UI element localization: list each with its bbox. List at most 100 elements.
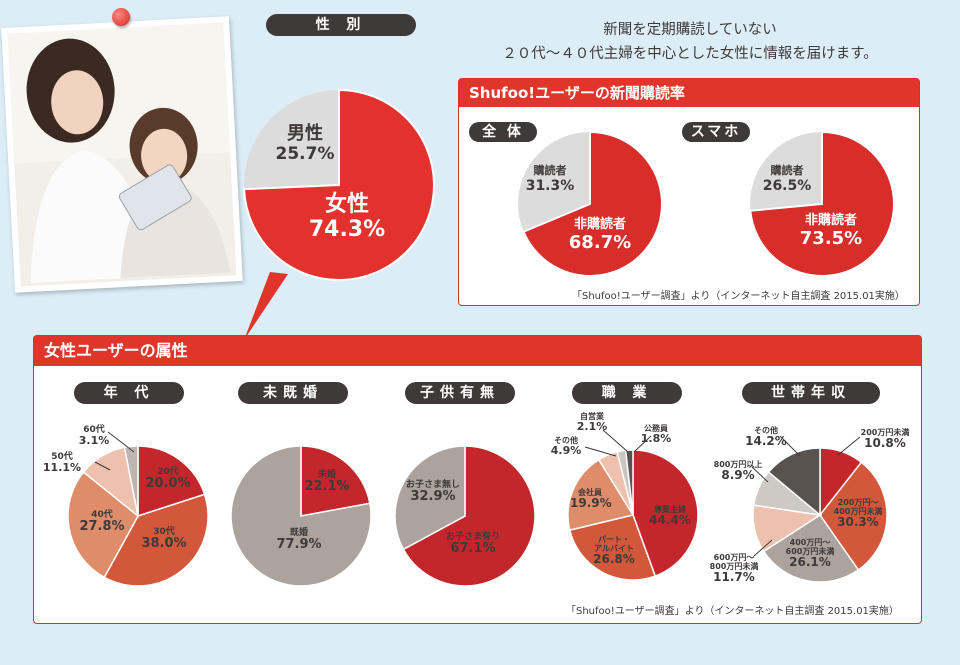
header-line1: 新聞を定期購読していない (603, 22, 777, 38)
all-non-label: 非購読者 (573, 217, 626, 232)
children-no-group: お子さま無し 32.9% (400, 480, 466, 505)
header-line2: ２０代～４０代主婦を中心とした女性に情報を届けます。 (502, 46, 878, 62)
age-60-value: 3.1% (78, 434, 110, 448)
job-civil-value: 1.8% (640, 432, 672, 446)
all-reader-label: 購読者 (533, 164, 567, 177)
children-no-label: お子さま無し (405, 480, 460, 490)
pie-slice-non-reader (522, 130, 664, 277)
income-title: 世帯年収 (742, 382, 880, 404)
age-20-group: 20代 20.0% (144, 467, 192, 492)
age-30-value: 38.0% (141, 536, 187, 552)
pie-slice-2 (819, 461, 888, 571)
pie-slice-non-reader (749, 130, 895, 277)
sp-title: スマホ (682, 122, 750, 142)
income-b400-group: 400万円～ 600万円未満 26.1% (778, 538, 842, 570)
age-30-label: 30代 (153, 527, 175, 537)
income-u200-label: 200万円未満 (860, 428, 910, 437)
income-b200-group: 200万円～ 400万円未満 30.3% (826, 498, 890, 530)
subscription-all-pie (518, 130, 664, 277)
male-value: 25.7% (275, 143, 335, 164)
income-other-group: その他 14.2% (740, 426, 792, 449)
pie-slice-3 (567, 458, 635, 531)
children-title: 子供有無 (405, 382, 515, 404)
sp-non-value: 73.5% (799, 227, 863, 249)
pie-slice-2 (103, 493, 209, 587)
age-title: 年 代 (74, 382, 184, 404)
age-pie (67, 445, 209, 587)
job-self-label: 自営業 (580, 412, 604, 421)
income-b200-label1: 200万円～ (837, 498, 879, 507)
income-o800-value: 8.9% (721, 468, 755, 483)
pie-slice-2 (394, 445, 466, 551)
mother-daughter-illustration (7, 22, 237, 287)
marital-title: 未既婚 (238, 382, 348, 404)
age-40-label: 40代 (91, 510, 113, 520)
marital-married-value: 77.9% (276, 537, 322, 553)
subscription-note: 「Shufoo!ユーザー調査」より（インターネット自主調査 2015.01実施） (572, 291, 905, 302)
male-label-group: 男性 25.7% (265, 123, 345, 164)
gender-pie (243, 88, 435, 281)
marital-single-value: 22.1% (304, 479, 350, 495)
children-yes-group: お子さま有り 67.1% (440, 532, 506, 557)
children-no-value: 32.9% (410, 489, 456, 505)
income-b400-label1: 400万円～ (789, 538, 831, 547)
income-other-label: その他 (754, 426, 778, 435)
pie-slice-1 (632, 449, 699, 578)
income-b400-value: 26.1% (789, 555, 831, 570)
income-other-value: 14.2% (745, 434, 787, 449)
job-civil-group: 公務員 1.8% (636, 424, 676, 446)
job-other-label: その他 (554, 436, 578, 445)
pie-slice-1 (137, 445, 206, 518)
marital-married-label: 既婚 (289, 528, 308, 538)
job-part-group: パート・ アルバイト 26.8% (586, 535, 642, 567)
children-pie (394, 445, 536, 587)
marital-pie (230, 445, 372, 587)
income-o800-group: 800万円以上 8.9% (706, 460, 770, 483)
pie-slice-2 (230, 445, 372, 587)
hero-photo (1, 16, 243, 293)
income-b600-label2: 800万円未満 (709, 562, 759, 572)
sp-non-group: 非購読者 73.5% (786, 213, 876, 250)
age-60-group: 60代 3.1% (74, 425, 114, 448)
income-b200-label2: 400万円未満 (833, 507, 883, 517)
job-office-value: 19.9% (570, 496, 612, 511)
all-reader-value: 31.3% (525, 177, 575, 194)
job-house-label: 専業主婦 (654, 505, 686, 514)
pie-slice-1 (300, 445, 371, 517)
job-title: 職 業 (572, 382, 682, 404)
marital-single-group: 未婚 22.1% (302, 470, 352, 495)
job-civil-label: 公務員 (644, 424, 668, 433)
age-60-label: 60代 (83, 425, 105, 435)
job-part-label2: アルバイト (594, 544, 634, 554)
job-house-value: 44.4% (649, 513, 691, 528)
job-office-label: 会社員 (578, 488, 602, 497)
male-label: 男性 (287, 123, 323, 144)
income-b600-group: 600万円～ 800万円未満 11.7% (702, 553, 766, 585)
subscription-sp-pie (749, 130, 895, 277)
sp-reader-group: 購読者 26.5% (762, 164, 812, 194)
pie-slice-3 (762, 513, 860, 583)
job-other-group: その他 4.9% (544, 436, 588, 458)
age-50-group: 50代 11.1% (40, 452, 84, 475)
job-office-group: 会社員 19.9% (570, 488, 612, 511)
job-part-value: 26.8% (593, 552, 635, 567)
attributes-note: 「Shufoo!ユーザー調査」より（インターネット自主調査 2015.01実施） (566, 606, 899, 617)
age-50-value: 11.1% (42, 461, 82, 475)
sp-reader-value: 26.5% (762, 177, 812, 194)
income-b200-value: 30.3% (837, 515, 879, 530)
sp-reader-label: 購読者 (770, 164, 804, 177)
header-text: 新聞を定期購読していない ２０代～４０代主婦を中心とした女性に情報を届けます。 (450, 18, 930, 66)
female-label: 女性 (324, 192, 369, 217)
income-u200-group: 200万円未満 10.8% (850, 428, 920, 451)
age-20-value: 20.0% (145, 476, 191, 492)
income-u200-value: 10.8% (864, 436, 906, 451)
income-o800-label: 800万円以上 (713, 460, 763, 469)
marital-single-label: 未婚 (317, 470, 336, 480)
gender-title: 性 別 (266, 14, 416, 36)
sp-non-label: 非購読者 (804, 213, 857, 228)
children-yes-label: お子さま有り (445, 532, 500, 542)
all-reader-group: 購読者 31.3% (525, 164, 575, 194)
age-50-label: 50代 (51, 452, 73, 462)
job-other-value: 4.9% (550, 444, 582, 458)
pie-slice-2 (568, 514, 657, 581)
